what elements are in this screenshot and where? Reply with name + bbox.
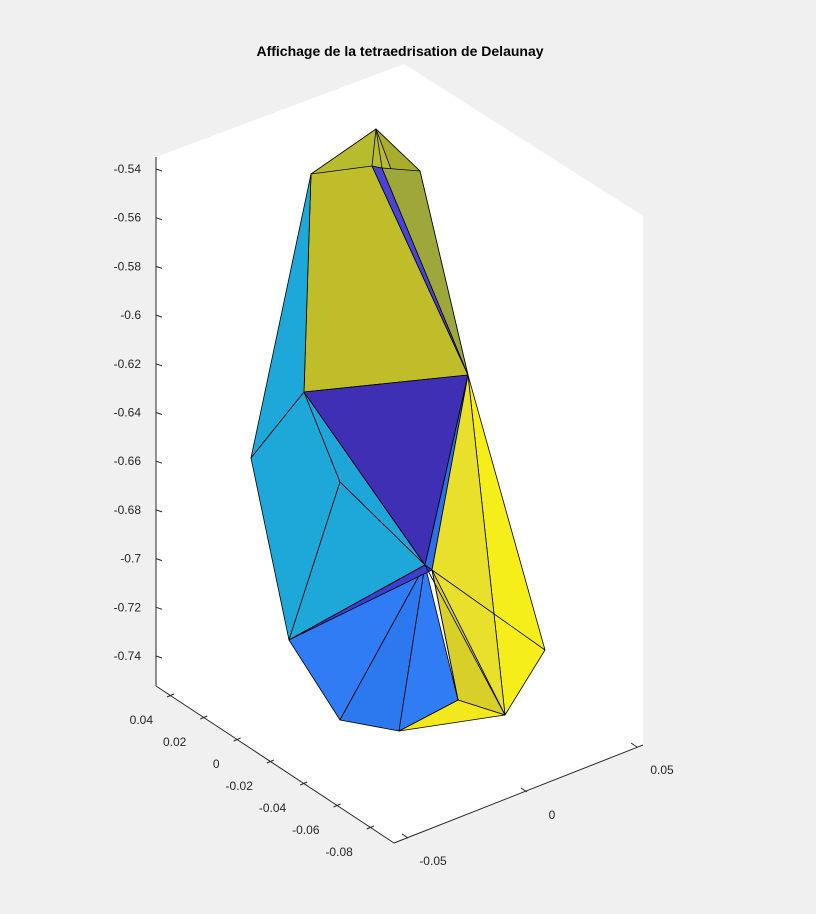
z-tick-label: -0.6 (120, 308, 141, 322)
z-tick-mark (155, 314, 163, 318)
z-tick-mark (155, 168, 163, 172)
y-tick-label: -0.08 (325, 845, 353, 859)
mesh-edge (424, 564, 506, 716)
y-tick-mark (366, 825, 374, 830)
z-tick-label: -0.74 (114, 649, 142, 663)
y-tick-label: 0 (213, 757, 220, 771)
y-tick-mark (300, 781, 308, 786)
y-tick-mark (200, 715, 208, 720)
x-tick-mark (401, 833, 409, 839)
z-tick-label: -0.54 (114, 162, 142, 176)
mesh-face (381, 167, 469, 376)
mesh-face (398, 564, 459, 732)
z-tick-mark (155, 558, 163, 562)
y-tick-label: 0.02 (163, 735, 187, 749)
z-tick-mark (155, 460, 163, 464)
y-tick-mark (166, 693, 175, 698)
z-tick-label: -0.72 (114, 600, 142, 614)
z-tick-label: -0.68 (114, 503, 142, 517)
z-tick-mark (155, 606, 163, 610)
z-tick-label: -0.64 (114, 406, 142, 420)
x-axis-ticks: 0.05 0 -0.05 (401, 742, 674, 868)
z-tick-label: -0.62 (114, 357, 142, 371)
z-axis-ticks: -0.54 -0.56 -0.58 -0.6 -0.62 -0.64 -0.66 -0.68 -… (114, 162, 163, 663)
chart-title: Affichage de la tetraedrisation de Delau… (256, 43, 543, 59)
z-tick-mark (155, 412, 163, 415)
z-tick-label: -0.58 (114, 259, 142, 273)
y-tick-label: -0.04 (259, 801, 287, 815)
y-tick-mark (233, 737, 241, 742)
x-tick-label: -0.05 (419, 854, 447, 868)
y-tick-label: 0.04 (130, 713, 154, 727)
x-tick-mark (520, 787, 528, 793)
x-tick-label: 0 (549, 808, 556, 822)
y-tick-mark (333, 803, 341, 808)
z-tick-label: -0.56 (114, 211, 142, 225)
z-tick-label: -0.7 (120, 552, 141, 566)
z-tick-mark (155, 655, 163, 659)
mesh-edge (431, 569, 546, 651)
y-tick-mark (266, 759, 275, 764)
y-axis-line (155, 685, 395, 844)
tetrahedralization-surface (250, 128, 546, 732)
mesh-edge (375, 128, 383, 169)
y-axis-ticks: 0.04 0.02 0 -0.02 -0.04 -0.06 -0.08 (130, 693, 374, 859)
mesh-face (288, 564, 433, 641)
mesh-edge (431, 569, 459, 701)
z-tick-mark (155, 265, 163, 269)
y-tick-label: -0.06 (292, 823, 320, 837)
x-tick-label: 0.05 (650, 763, 674, 777)
mesh-edge (371, 128, 377, 167)
x-axis-line (393, 744, 644, 844)
y-tick-label: -0.02 (226, 779, 254, 793)
x-tick-mark (630, 742, 638, 748)
z-tick-mark (155, 509, 163, 513)
z-tick-mark (155, 217, 163, 221)
z-tick-mark (155, 363, 163, 367)
z-tick-label: -0.66 (114, 454, 142, 468)
